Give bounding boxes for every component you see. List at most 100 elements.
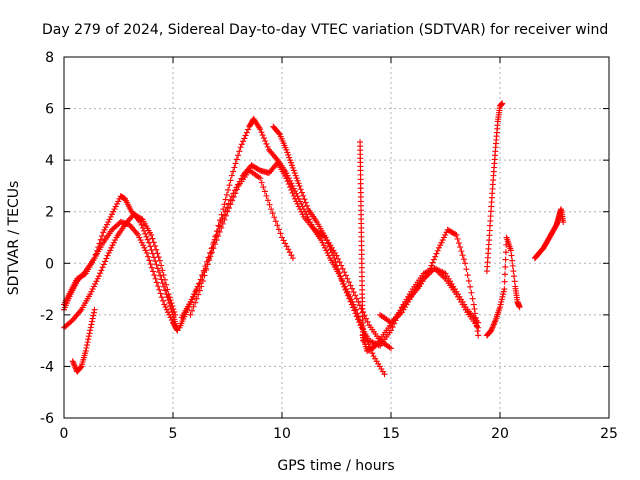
data-point-marker [264,143,271,150]
data-point-marker [499,100,506,107]
data-point-marker [275,226,282,233]
data-point-marker [257,126,264,133]
y-tick-label: 6 [45,102,54,118]
data-point-marker [295,180,302,187]
data-point-marker [509,262,516,269]
data-point-marker [286,154,293,161]
data-point-marker [135,231,142,238]
data-point-marker [96,240,103,247]
data-point-marker [187,311,194,318]
data-point-marker [97,270,104,277]
data-point-marker [259,132,266,139]
y-tick-label: 0 [45,256,54,272]
data-point-marker [212,233,219,240]
data-point-marker [301,196,308,203]
data-point-marker [325,240,332,247]
data-point-marker [157,290,164,297]
data-point-marker [364,318,371,325]
data-point-marker [102,258,109,265]
data-point-marker [143,249,150,256]
data-point-marker [156,286,163,293]
data-point-marker [221,201,228,208]
data-point-marker [459,252,466,259]
data-point-marker [196,287,203,294]
data-point-marker [262,137,269,144]
data-point-marker [84,339,91,346]
chart-title: Day 279 of 2024, Sidereal Day-to-day VTE… [42,22,608,38]
data-point-marker [275,130,282,137]
data-point-marker [153,261,160,268]
data-point-marker [296,182,303,189]
data-point-marker [188,296,195,303]
data-point-marker [152,258,159,265]
data-point-marker [304,213,311,220]
data-point-marker [308,221,315,228]
data-point-marker [511,273,518,280]
data-point-marker [292,188,299,195]
data-point-marker [263,140,270,147]
data-point-marker [287,157,294,164]
data-point-marker [452,231,459,238]
data-point-marker [303,202,310,209]
data-point-marker [500,291,507,298]
data-point-marker [159,280,166,287]
series-spike-19.9 [483,100,506,275]
data-point-marker [87,324,94,331]
data-point-marker [203,266,210,273]
data-point-marker [110,239,117,246]
data-point-marker [224,204,231,211]
data-point-marker [264,197,271,204]
data-point-marker [159,267,166,274]
data-point-marker [166,300,173,307]
data-point-marker [151,254,158,261]
data-point-marker [319,239,326,246]
data-point-marker [294,177,301,184]
data-point-marker [327,246,334,253]
data-point-marker [371,343,378,350]
data-point-marker [162,287,169,294]
data-point-marker [320,242,327,249]
data-point-marker [169,308,176,315]
data-point-marker [106,216,113,223]
data-point-marker [237,144,244,151]
data-point-marker [341,283,348,290]
data-point-marker [498,298,505,305]
data-point-marker [84,342,91,349]
data-point-marker [302,199,309,206]
data-point-marker [363,315,370,322]
data-point-marker [188,307,195,314]
data-point-marker [206,255,213,262]
data-point-marker [88,321,95,328]
data-point-marker [469,295,476,302]
series-track-b [61,211,179,331]
data-point-marker [507,247,514,254]
data-point-marker [95,273,102,280]
data-point-marker [112,237,119,244]
data-point-marker [213,228,220,235]
data-point-marker [217,217,224,224]
data-point-marker [108,244,115,251]
data-point-marker [342,286,349,293]
data-point-marker [347,282,354,289]
data-point-marker [155,283,162,290]
data-point-marker [318,237,325,244]
data-point-marker [349,285,356,292]
data-point-marker [289,255,296,262]
data-point-marker [440,234,447,241]
data-point-marker [266,201,273,208]
data-point-marker [142,247,149,254]
data-point-marker [299,203,306,210]
data-point-marker [464,272,471,279]
data-point-marker [438,239,445,246]
data-point-marker [369,350,376,357]
data-point-marker [192,288,199,295]
data-point-marker [105,219,112,226]
data-point-marker [137,219,144,226]
data-point-marker [258,129,265,136]
data-point-marker [343,289,350,296]
data-point-marker [107,213,114,220]
data-point-marker [352,310,359,317]
data-point-marker [199,277,206,284]
data-point-marker [95,244,102,251]
data-point-marker [103,255,110,262]
